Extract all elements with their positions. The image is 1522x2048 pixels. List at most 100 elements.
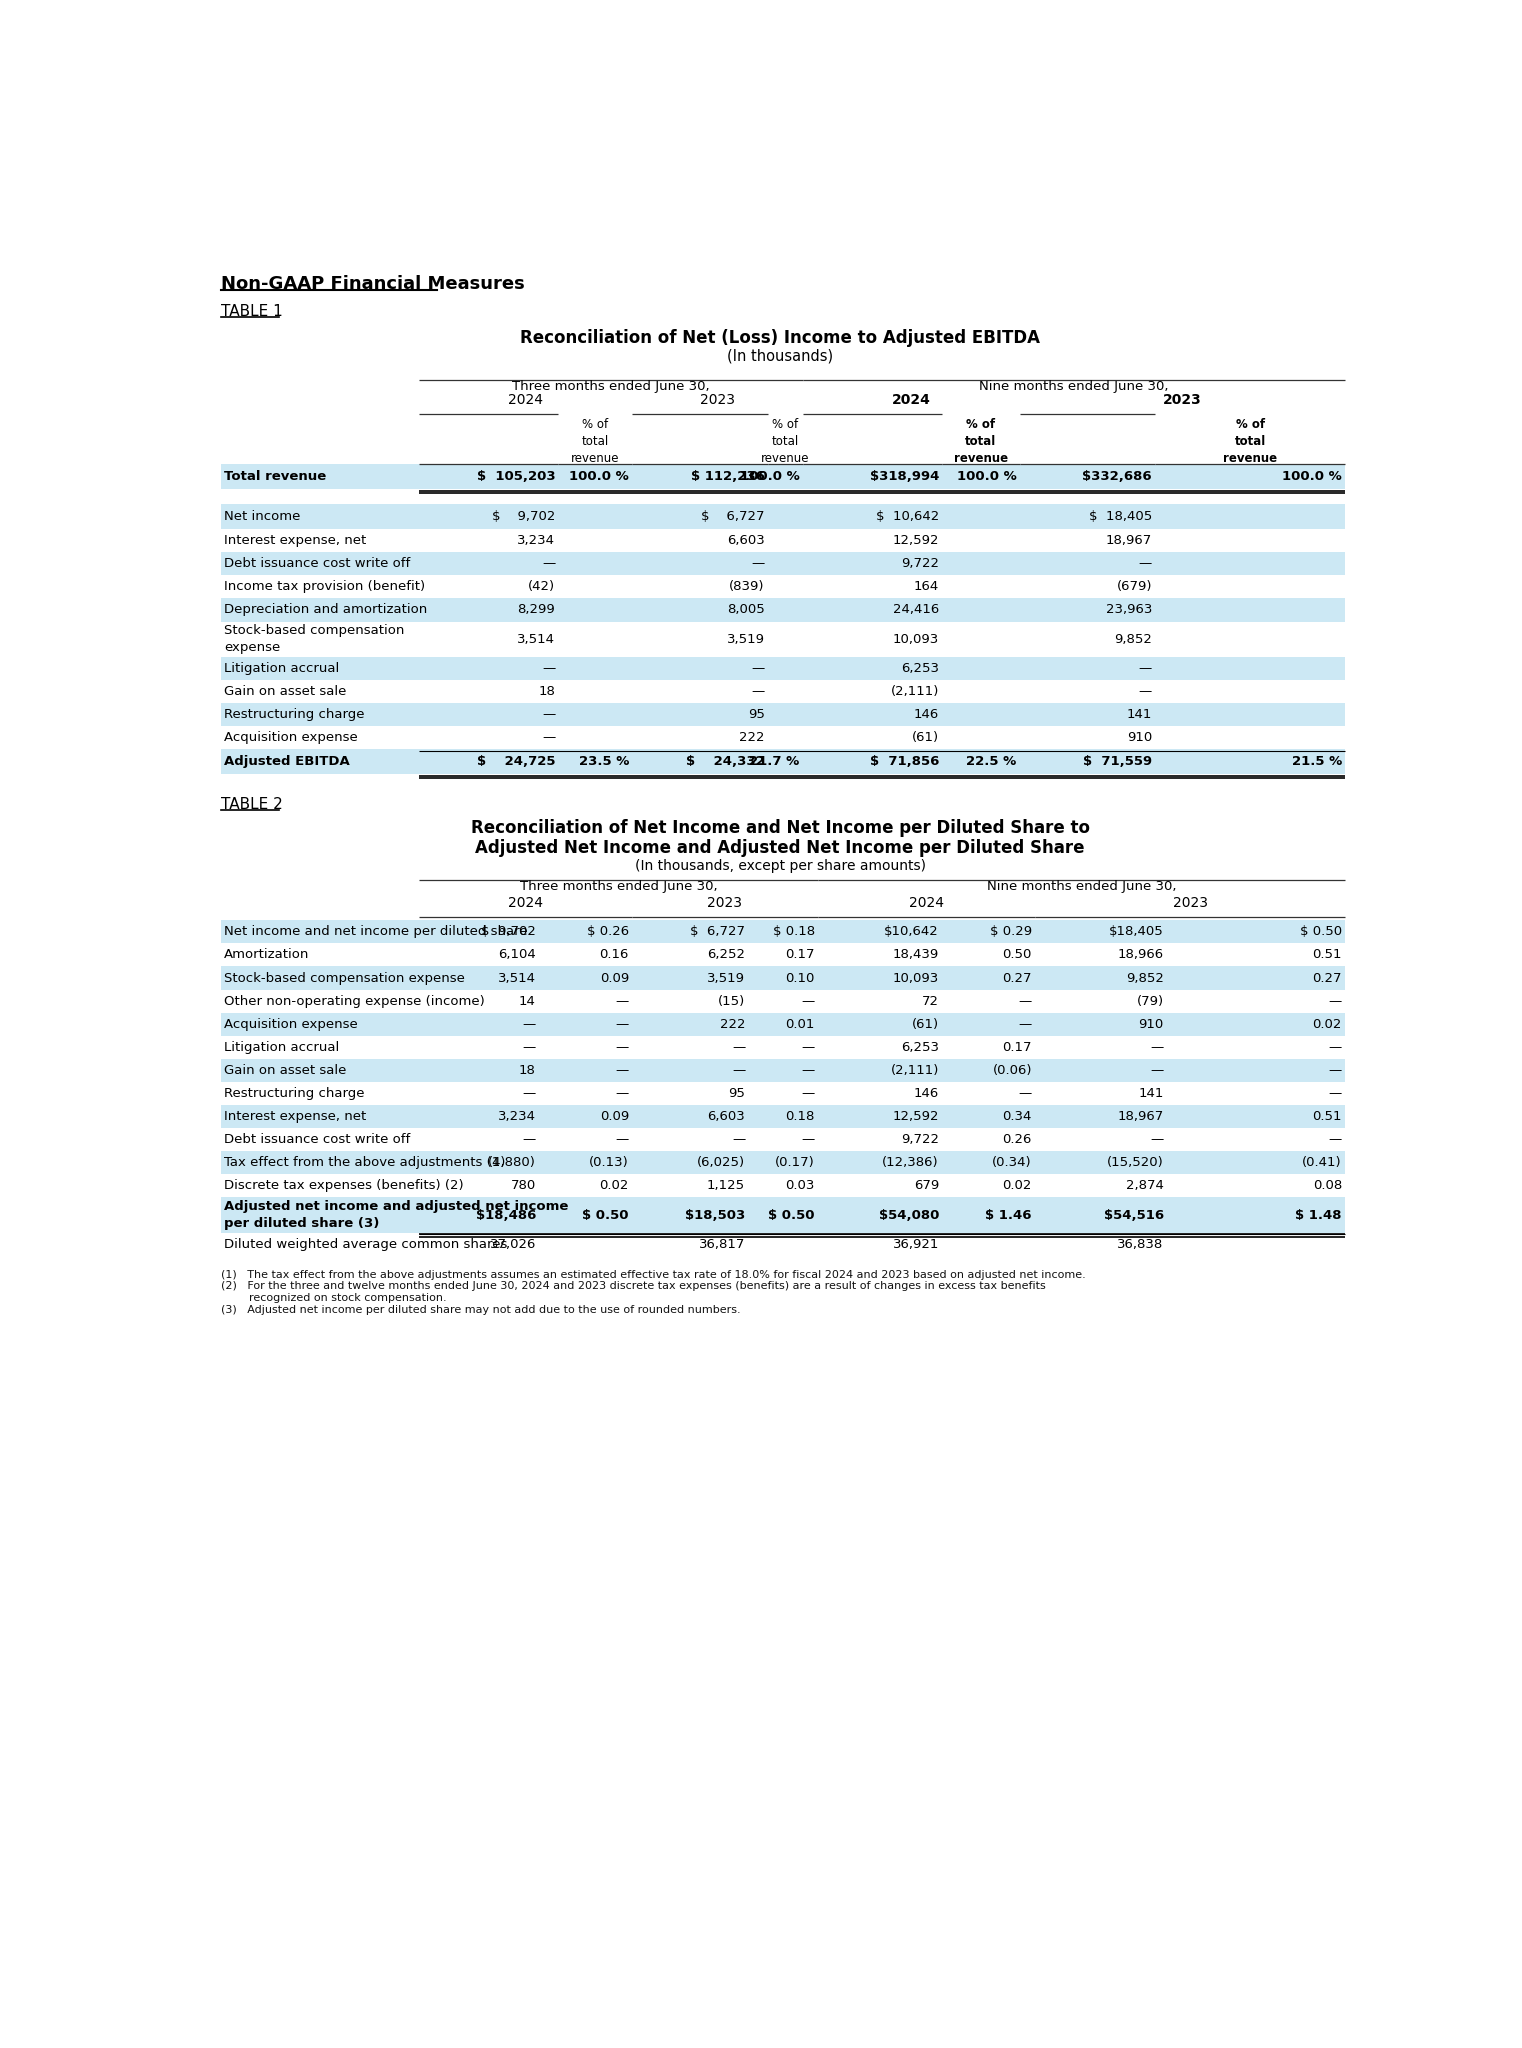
Text: 23.5 %: 23.5 % (578, 756, 629, 768)
Text: 141: 141 (1126, 709, 1152, 721)
Text: Acquisition expense: Acquisition expense (224, 1018, 358, 1030)
Bar (221, 680, 1345, 702)
Text: —: — (616, 1063, 629, 1077)
Text: 2024: 2024 (909, 897, 944, 911)
Text: 2023: 2023 (1163, 393, 1202, 408)
Text: $18,405: $18,405 (1110, 926, 1164, 938)
Text: —: — (1151, 1040, 1164, 1055)
Text: 37,026: 37,026 (490, 1237, 536, 1251)
Text: 6,603: 6,603 (728, 535, 764, 547)
Text: 2023: 2023 (700, 393, 735, 408)
Text: $10,642: $10,642 (884, 926, 939, 938)
Text: 22.5 %: 22.5 % (966, 756, 1017, 768)
Text: Gain on asset sale: Gain on asset sale (224, 686, 347, 698)
Bar (221, 1081, 1345, 1106)
Text: 18: 18 (539, 686, 556, 698)
Text: $332,686: $332,686 (1082, 471, 1152, 483)
Text: $  18,405: $ 18,405 (1088, 510, 1152, 524)
Text: Other non-operating expense (income): Other non-operating expense (income) (224, 995, 486, 1008)
Text: $ 1.46: $ 1.46 (985, 1208, 1032, 1223)
Text: 146: 146 (913, 1087, 939, 1100)
Text: 3,514: 3,514 (498, 971, 536, 985)
Text: Stock-based compensation expense: Stock-based compensation expense (224, 971, 466, 985)
Text: Adjusted Net Income and Adjusted Net Income per Diluted Share: Adjusted Net Income and Adjusted Net Inc… (475, 840, 1085, 856)
Text: 14: 14 (519, 995, 536, 1008)
Text: $  71,856: $ 71,856 (869, 756, 939, 768)
Text: Non-GAAP Financial Measures: Non-GAAP Financial Measures (221, 274, 525, 293)
Text: 2023: 2023 (708, 897, 743, 911)
Text: —: — (616, 995, 629, 1008)
Text: (0.13): (0.13) (589, 1157, 629, 1169)
Text: $    24,332: $ 24,332 (686, 756, 764, 768)
Text: —: — (616, 1087, 629, 1100)
Text: —: — (1329, 1087, 1342, 1100)
Bar (221, 528, 1345, 553)
Text: 0.51: 0.51 (1312, 948, 1342, 961)
Text: Nine months ended June 30,: Nine months ended June 30, (986, 881, 1177, 893)
Text: 100.0 %: 100.0 % (569, 471, 629, 483)
Text: Three months ended June 30,: Three months ended June 30, (519, 881, 717, 893)
Text: —: — (1329, 1133, 1342, 1147)
Text: $  9,702: $ 9,702 (481, 926, 536, 938)
Bar (221, 1233, 1345, 1255)
Text: $18,503: $18,503 (685, 1208, 746, 1223)
Text: $ 0.50: $ 0.50 (1300, 926, 1342, 938)
Text: $ 0.29: $ 0.29 (989, 926, 1032, 938)
Text: —: — (616, 1018, 629, 1030)
Bar (221, 1036, 1345, 1059)
Bar (221, 575, 1345, 598)
Text: Restructuring charge: Restructuring charge (224, 709, 365, 721)
Text: $ 1.48: $ 1.48 (1295, 1208, 1342, 1223)
Text: 24,416: 24,416 (892, 604, 939, 616)
Text: 0.09: 0.09 (600, 1110, 629, 1122)
Text: 910: 910 (1138, 1018, 1164, 1030)
Bar (221, 1128, 1345, 1151)
Text: —: — (542, 731, 556, 743)
Text: $  10,642: $ 10,642 (875, 510, 939, 524)
Text: (2,111): (2,111) (890, 686, 939, 698)
Bar (221, 489, 1345, 504)
Text: 780: 780 (511, 1180, 536, 1192)
Text: 0.17: 0.17 (785, 948, 814, 961)
Text: 3,234: 3,234 (517, 535, 556, 547)
Text: 146: 146 (913, 709, 939, 721)
Text: $54,080: $54,080 (878, 1208, 939, 1223)
Text: $ 112,236: $ 112,236 (691, 471, 764, 483)
Text: 12,592: 12,592 (892, 1110, 939, 1122)
Text: 0.16: 0.16 (600, 948, 629, 961)
Text: $ 0.50: $ 0.50 (583, 1208, 629, 1223)
Text: —: — (1329, 995, 1342, 1008)
Bar (221, 944, 1345, 967)
Bar (221, 553, 1345, 575)
Text: Nine months ended June 30,: Nine months ended June 30, (979, 379, 1169, 393)
Text: 18,967: 18,967 (1117, 1110, 1164, 1122)
Text: 18,439: 18,439 (892, 948, 939, 961)
Text: Three months ended June 30,: Three months ended June 30, (511, 379, 709, 393)
Text: (15): (15) (718, 995, 746, 1008)
Bar (221, 1012, 1345, 1036)
Text: Adjusted net income and adjusted net income
per diluted share (3): Adjusted net income and adjusted net inc… (224, 1200, 569, 1231)
Text: Adjusted EBITDA: Adjusted EBITDA (224, 756, 350, 768)
Text: 0.51: 0.51 (1312, 1110, 1342, 1122)
Text: —: — (1329, 1040, 1342, 1055)
Text: 3,234: 3,234 (498, 1110, 536, 1122)
Text: Depreciation and amortization: Depreciation and amortization (224, 604, 428, 616)
Text: 0.17: 0.17 (1003, 1040, 1032, 1055)
Text: 8,005: 8,005 (728, 604, 764, 616)
Text: 3,519: 3,519 (708, 971, 746, 985)
Text: —: — (1138, 686, 1152, 698)
Text: 0.02: 0.02 (1312, 1018, 1342, 1030)
Bar (221, 920, 1345, 944)
Text: Interest expense, net: Interest expense, net (224, 535, 367, 547)
Text: 100.0 %: 100.0 % (957, 471, 1017, 483)
Text: % of
total
revenue: % of total revenue (761, 418, 810, 465)
Bar (221, 621, 1345, 657)
Text: 3,519: 3,519 (726, 633, 764, 645)
Text: 12,592: 12,592 (892, 535, 939, 547)
Text: —: — (1138, 662, 1152, 676)
Text: Debt issuance cost write off: Debt issuance cost write off (224, 1133, 411, 1147)
Text: 0.50: 0.50 (1003, 948, 1032, 961)
Text: % of
total
revenue: % of total revenue (1224, 418, 1277, 465)
Text: Gain on asset sale: Gain on asset sale (224, 1063, 347, 1077)
Text: 679: 679 (913, 1180, 939, 1192)
